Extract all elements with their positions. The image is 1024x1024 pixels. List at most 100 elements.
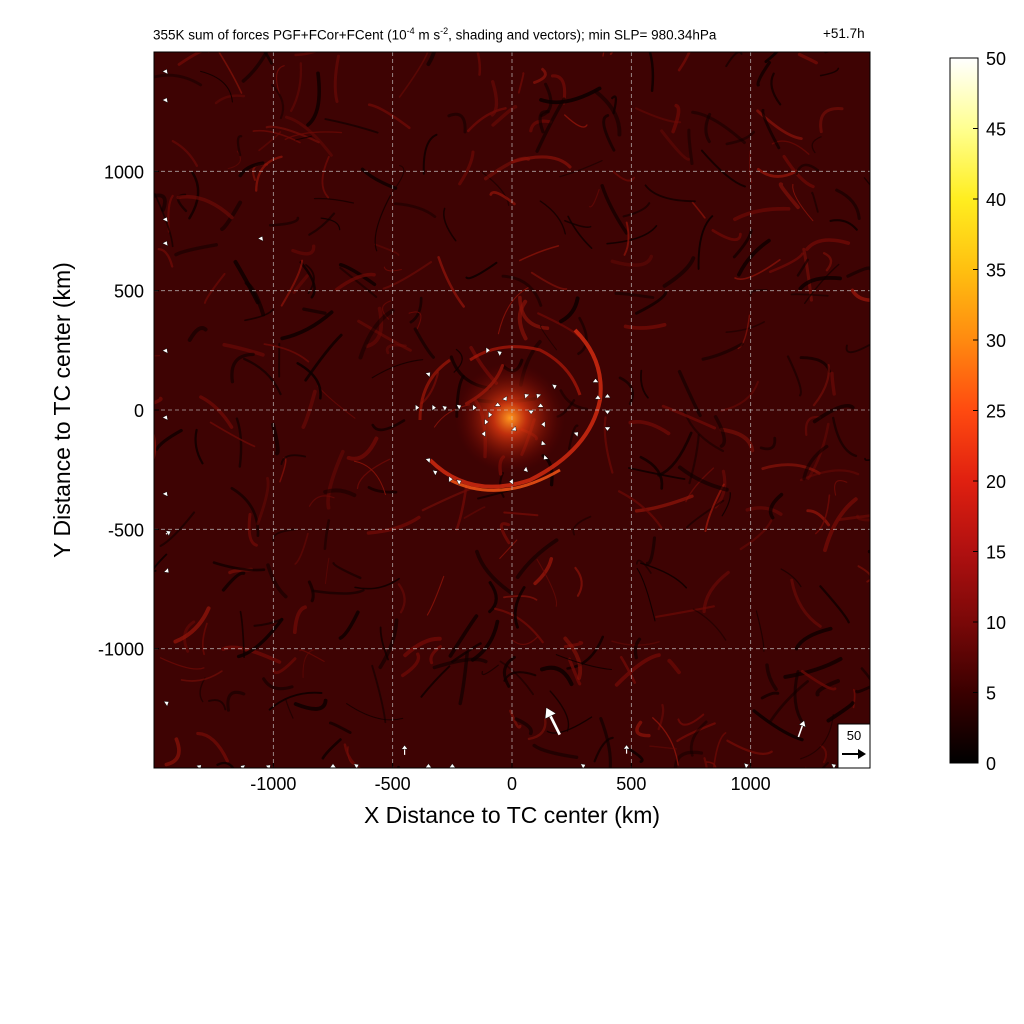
- texture-swirl: [154, 396, 163, 405]
- texture-swirl: [494, 607, 544, 644]
- texture-swirl: [628, 467, 686, 480]
- texture-swirl: [514, 717, 533, 736]
- texture-swirl: [420, 371, 440, 405]
- force-vector: [432, 469, 438, 477]
- x-tick-label: 0: [507, 774, 517, 794]
- texture-swirl: [489, 191, 516, 206]
- force-vector: [604, 410, 611, 415]
- texture-swirl: [199, 395, 234, 429]
- texture-swirl: [157, 247, 174, 268]
- texture-swirl: [173, 606, 211, 644]
- texture-swirl: [622, 202, 651, 218]
- texture-swirl: [465, 261, 498, 280]
- texture-swirl: [381, 300, 391, 320]
- texture-swirl: [618, 376, 634, 406]
- texture-swirl: [255, 155, 283, 192]
- force-vector-head: [163, 701, 170, 707]
- texture-swirl: [154, 73, 203, 87]
- texture-swirl: [501, 274, 543, 307]
- x-tick-label: -500: [375, 774, 411, 794]
- force-vector: [496, 350, 503, 357]
- texture-swirl: [180, 670, 223, 682]
- force-vector-head: [798, 720, 806, 728]
- texture-swirl: [725, 130, 756, 146]
- force-vector: [161, 491, 169, 497]
- texture-swirl: [356, 458, 391, 490]
- texture-swirl: [263, 52, 273, 65]
- texture-swirl: [563, 641, 584, 649]
- force-vector: [481, 430, 486, 438]
- force-vector: [401, 744, 409, 755]
- texture-swirl: [333, 54, 340, 103]
- texture-swirl: [366, 515, 421, 535]
- texture-swirl: [518, 295, 550, 330]
- texture-swirl: [239, 610, 245, 659]
- texture-swirl: [739, 519, 773, 551]
- texture-swirl: [555, 654, 613, 671]
- texture-swirl: [272, 528, 297, 542]
- force-vector-head: [580, 763, 586, 768]
- texture-swirl: [606, 225, 658, 245]
- texture-swirl: [332, 562, 362, 580]
- force-vector: [501, 395, 508, 402]
- texture-swirl: [783, 656, 843, 679]
- texture-swirl: [338, 610, 360, 640]
- texture-swirl: [824, 52, 831, 54]
- texture-swirl: [677, 369, 702, 418]
- texture-swirl: [823, 497, 858, 553]
- texture-swirl: [726, 739, 773, 755]
- texture-swirl: [623, 221, 630, 256]
- texture-swirl: [451, 642, 482, 663]
- texture-swirl: [262, 677, 294, 691]
- texture-swirl: [768, 252, 804, 274]
- texture-swirl: [483, 156, 531, 181]
- texture-swirl: [371, 419, 406, 432]
- texture-swirl: [645, 536, 657, 565]
- texture-swirl: [755, 610, 765, 652]
- texture-swirl: [338, 263, 377, 287]
- colorbar-tick-label: 30: [986, 331, 1006, 351]
- force-vector-head: [161, 68, 169, 75]
- texture-swirl: [236, 617, 284, 659]
- x-tick-label: 500: [616, 774, 646, 794]
- texture-swirl: [845, 344, 870, 354]
- colorbar-tick-label: 10: [986, 613, 1006, 633]
- texture-swirl: [692, 608, 727, 641]
- spiral-band-1: [428, 328, 603, 489]
- texture-swirl: [786, 355, 802, 397]
- texture-swirl: [509, 709, 522, 729]
- texture-swirl: [499, 539, 518, 559]
- force-vector-shaft: [549, 715, 561, 736]
- texture-swirl: [285, 698, 294, 719]
- texture-swirl: [756, 167, 798, 178]
- texture-swirl: [602, 52, 605, 57]
- tc-core-glow: [455, 363, 565, 473]
- reference-vector-head: [858, 749, 866, 759]
- texture-swirl: [612, 170, 636, 182]
- texture-swirl: [476, 52, 482, 76]
- texture-swirl: [174, 243, 218, 257]
- texture-swirl: [527, 717, 547, 741]
- texture-swirl: [426, 575, 445, 616]
- texture-swirl: [429, 645, 442, 665]
- force-vector-head: [161, 97, 169, 104]
- texture-swirl: [302, 307, 327, 315]
- texture-swirl: [164, 737, 181, 767]
- force-vector: [441, 405, 448, 412]
- colorbar-tick-label: 20: [986, 472, 1006, 492]
- force-vector-head: [161, 348, 169, 354]
- texture-swirl: [671, 103, 681, 134]
- texture-swirl: [657, 431, 693, 477]
- texture-swirl: [533, 557, 554, 586]
- texture-swirl: [702, 570, 730, 614]
- texture-swirl: [491, 104, 518, 127]
- texture-swirl: [313, 197, 354, 204]
- texture-swirl: [299, 649, 325, 662]
- force-vector-head: [743, 762, 750, 768]
- texture-swirl: [804, 415, 822, 437]
- texture-swirl: [644, 184, 696, 203]
- force-vector-head: [594, 394, 602, 400]
- texture-swirl: [822, 252, 833, 272]
- texture-swirl: [826, 701, 855, 723]
- force-vector: [604, 426, 611, 432]
